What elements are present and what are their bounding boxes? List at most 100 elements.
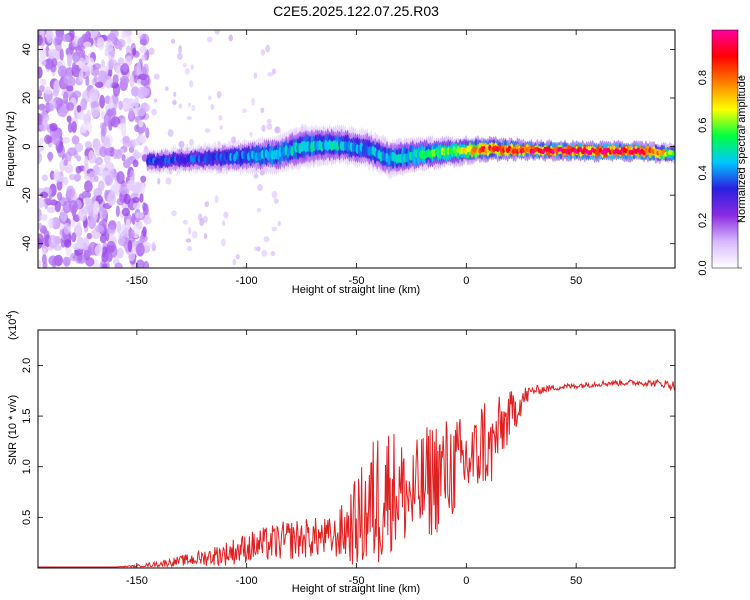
heatmap-noise-cell bbox=[186, 245, 193, 252]
heatmap-noise-cell bbox=[219, 125, 223, 130]
spectrogram-y-tick-label: 40 bbox=[21, 43, 33, 55]
heatmap-noise-cell bbox=[106, 192, 117, 207]
heatmap-noise-cell bbox=[117, 122, 127, 130]
snr-panel: -150 -100 -50 0 50 0.5 1.0 1.5 2.0 Height of st… bbox=[5, 310, 676, 595]
heatmap-noise-cell bbox=[107, 32, 116, 41]
heatmap-noise-cell bbox=[145, 104, 151, 112]
heatmap-noise-cell bbox=[190, 64, 194, 71]
heatmap-noise-cell bbox=[136, 259, 145, 268]
heatmap-noise-cell bbox=[153, 73, 160, 80]
heatmap-noise-cell bbox=[207, 36, 213, 43]
heatmap-noise-cell bbox=[140, 175, 147, 183]
heatmap-noise-cell bbox=[132, 152, 143, 159]
heatmap-noise-cell bbox=[251, 97, 255, 106]
spectrogram-y-tick-label: -20 bbox=[21, 187, 33, 203]
heatmap-noise-cell bbox=[122, 138, 132, 148]
spectrogram-x-tick-label: 0 bbox=[463, 275, 469, 287]
heatmap-noise-cell bbox=[72, 51, 81, 63]
spectrogram-x-ticks: -150 -100 -50 0 50 bbox=[126, 30, 582, 287]
heatmap-noise-cell bbox=[134, 182, 142, 193]
heatmap-noise-cell bbox=[49, 123, 58, 132]
heatmap-noise-cell bbox=[204, 128, 211, 133]
heatmap-noise-cell bbox=[260, 49, 266, 56]
spectrogram-y-tick-label: 0 bbox=[21, 144, 33, 150]
heatmap-noise-cell bbox=[117, 57, 125, 65]
heatmap-noise-cell bbox=[214, 30, 221, 35]
heatmap-noise-cell bbox=[38, 46, 45, 54]
heatmap-noise-cell bbox=[104, 175, 113, 186]
heatmap-noise-cell bbox=[122, 62, 128, 72]
heatmap-noise-cell bbox=[87, 57, 95, 67]
heatmap-noise-cell bbox=[47, 48, 58, 57]
colorbar-title: Normalized spectral amplitude bbox=[736, 75, 748, 223]
heatmap-noise-cell bbox=[38, 113, 43, 126]
heatmap-noise-cell bbox=[121, 207, 131, 217]
heatmap-noise-cell bbox=[39, 191, 49, 199]
heatmap-noise-cell bbox=[138, 125, 143, 137]
heatmap-noise-cell bbox=[205, 200, 209, 207]
heatmap-noise-cell bbox=[186, 115, 192, 121]
heatmap-noise-cell bbox=[42, 261, 48, 268]
heatmap-noise-cell bbox=[232, 258, 237, 266]
heatmap-noise-cell bbox=[132, 196, 140, 204]
heatmap-noise-cell bbox=[84, 141, 92, 149]
heatmap-noise-cell bbox=[71, 232, 77, 243]
heatmap-noise-cell bbox=[216, 90, 222, 99]
heatmap-noise-cell bbox=[80, 98, 88, 111]
heatmap-noise-cell bbox=[187, 226, 192, 235]
heatmap-noise-cell bbox=[107, 59, 115, 71]
heatmap-noise-cell bbox=[136, 61, 142, 76]
heatmap-noise-cell bbox=[125, 157, 132, 166]
heatmap-noise-cell bbox=[67, 147, 77, 157]
heatmap-noise-cell bbox=[125, 55, 133, 66]
heatmap-noise-cell bbox=[127, 240, 133, 253]
heatmap-noise-cell bbox=[85, 76, 90, 87]
heatmap-noise-cell bbox=[76, 254, 87, 264]
snr-y-tick-label: 0.5 bbox=[21, 510, 33, 525]
snr-x-tick-label: -100 bbox=[236, 575, 258, 587]
heatmap-noise-cell bbox=[271, 190, 278, 199]
colorbar-tick-label: 0.6 bbox=[697, 118, 709, 133]
heatmap-noise-cell bbox=[77, 37, 87, 51]
heatmap-noise-cell bbox=[145, 127, 150, 139]
heatmap-noise-cell bbox=[104, 147, 115, 156]
heatmap-noise-cell bbox=[136, 106, 146, 117]
heatmap-noise-cell bbox=[197, 213, 203, 221]
heatmap-noise-cell bbox=[182, 62, 187, 68]
heatmap-noise-cell bbox=[130, 229, 135, 240]
heatmap-noise-cell bbox=[39, 85, 45, 93]
spectrogram-x-axis-title: Height of straight line (km) bbox=[292, 284, 420, 296]
heatmap-noise-cell bbox=[131, 138, 141, 147]
heatmap-noise-cell bbox=[143, 260, 150, 268]
heatmap-noise-cell bbox=[176, 52, 183, 60]
heatmap-noise-cell bbox=[46, 206, 57, 214]
heatmap-noise-cell bbox=[59, 48, 64, 61]
heatmap-noise-cell bbox=[77, 239, 85, 250]
heatmap-noise-cell bbox=[51, 131, 61, 146]
heatmap-noise-cell bbox=[143, 216, 152, 225]
heatmap-noise-cell bbox=[61, 34, 72, 42]
heatmap-noise-cell bbox=[267, 71, 274, 77]
colorbar-tick-label: 0.4 bbox=[697, 165, 709, 180]
heatmap-noise-cell bbox=[89, 215, 95, 226]
heatmap-noise-cell bbox=[94, 81, 104, 88]
heatmap-noise-cell bbox=[170, 38, 176, 44]
heatmap-noise-cell bbox=[66, 115, 72, 123]
heatmap-noise-cell bbox=[97, 70, 108, 85]
heatmap-noise-cell bbox=[108, 219, 117, 231]
heatmap-noise-cell bbox=[277, 220, 281, 227]
heatmap-noise-cell bbox=[103, 113, 112, 127]
heatmap-noise-cell bbox=[84, 155, 89, 167]
heatmap-noise-cell bbox=[112, 148, 118, 160]
spectrogram-x-tick-label: -50 bbox=[349, 275, 365, 287]
heatmap-noise-cell bbox=[188, 102, 192, 107]
heatmap-noise-cell bbox=[85, 199, 94, 213]
heatmap-noise-cell bbox=[203, 233, 208, 240]
heatmap-noise-cell bbox=[148, 47, 155, 55]
heatmap-noise-cell bbox=[139, 38, 147, 46]
heatmap-noise-cell bbox=[76, 155, 82, 162]
heatmap-noise-cell bbox=[38, 233, 44, 246]
heatmap-noise-cell bbox=[178, 45, 182, 54]
heatmap-noise-cell bbox=[115, 205, 120, 217]
